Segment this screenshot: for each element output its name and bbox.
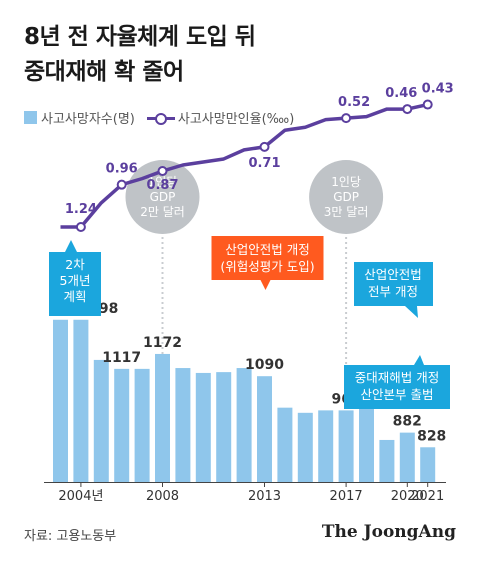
callout-label-0: 2차 5개년 계획 xyxy=(60,257,91,304)
callout-pointer-2 xyxy=(414,355,424,365)
rate-label-2006: 0.96 xyxy=(106,162,138,177)
bar-2014 xyxy=(277,407,293,482)
bar-2015 xyxy=(297,412,313,482)
rate-marker-2004 xyxy=(75,222,86,232)
legend: 사고사망자수(명) 사고사망만인율(‱) xyxy=(24,108,294,127)
rate-label-2013: 0.71 xyxy=(248,156,280,171)
x-tick-label-2017: 2017 xyxy=(330,489,363,504)
legend-line-swatch xyxy=(146,111,175,125)
bar-2006 xyxy=(114,368,130,482)
x-tick-label-2004: 2004년 xyxy=(58,489,103,504)
bar-2012 xyxy=(236,368,252,482)
callout-box-0 xyxy=(49,252,101,316)
source-note: 자료: 고용노동부 xyxy=(24,529,117,544)
callout-pointer-0 xyxy=(65,240,77,252)
law-revision-pointer xyxy=(260,280,271,290)
bar-2009 xyxy=(175,368,191,482)
rate-marker-2013 xyxy=(259,141,270,152)
callout-label-1: 산업안전법 전부 개정 xyxy=(364,267,422,299)
bar-2011 xyxy=(216,372,232,482)
bar-label-2013: 1090 xyxy=(245,357,284,373)
x-tick-label-2021: 2021 xyxy=(411,489,444,504)
gdp-bubble-label: 1인당 GDP 3만 달러 xyxy=(324,175,369,219)
bar-2016 xyxy=(318,410,334,482)
legend-bar-label: 사고사망자수(명) xyxy=(41,112,135,127)
law-revision-box xyxy=(211,236,324,280)
rate-label-2020: 0.46 xyxy=(385,86,417,101)
rate-label-2008: 0.87 xyxy=(146,178,178,193)
x-tick-label-2013: 2013 xyxy=(248,489,281,504)
rate-marker-2006 xyxy=(116,179,127,190)
legend-bar-swatch xyxy=(24,111,37,124)
rate-marker-2021 xyxy=(422,99,433,110)
bar-2017 xyxy=(338,410,354,482)
rate-marker-2017 xyxy=(341,113,352,124)
callout-label-2: 중대재해법 개정 산안본부 출범 xyxy=(355,370,439,402)
bar-2021 xyxy=(420,447,436,482)
brand-logo: The JoongAng xyxy=(321,522,456,542)
chart-title: 8년 전 자율체계 도입 뒤 중대재해 확 줄어 xyxy=(24,24,256,85)
bar-2018 xyxy=(359,408,374,482)
gdp-bubble-label: 1인당 GDP 2만 달러 xyxy=(140,175,185,219)
rate-marker-2008 xyxy=(157,166,168,177)
bar-label-2008: 1172 xyxy=(143,335,182,351)
callout-box-2 xyxy=(344,365,450,409)
bar-2020 xyxy=(399,432,415,482)
bar-2003 xyxy=(53,319,68,482)
x-tick-label-2008: 2008 xyxy=(146,489,179,504)
rate-label-2021: 0.43 xyxy=(422,82,454,97)
rate-label-2004: 1.24 xyxy=(65,202,97,217)
law-revision-label: 산업안전법 개정 (위험성평가 도입) xyxy=(220,242,314,274)
callout-pointer-1 xyxy=(405,306,418,318)
bar-2004 xyxy=(73,319,89,482)
bar-2007 xyxy=(134,368,150,482)
legend-line-label: 사고사망만인율(‱) xyxy=(177,112,295,127)
bar-label-2006: 1117 xyxy=(102,350,141,366)
bar-label-2020: 882 xyxy=(393,414,422,430)
bar-label-2021: 828 xyxy=(417,428,446,444)
bar-2008 xyxy=(155,353,170,482)
gdp-bubble xyxy=(309,160,384,234)
bar-2005 xyxy=(93,359,109,482)
rate-marker-2020 xyxy=(402,104,413,115)
chart-canvas: 1인당 GDP 2만 달러 1인당 GDP 3만 달러 1.24 0.96 0.87 0.71 0.… xyxy=(44,82,454,504)
callout-box-1 xyxy=(354,262,433,306)
rate-label-2017: 0.52 xyxy=(338,95,370,110)
bar-2010 xyxy=(195,372,211,482)
bar-2013 xyxy=(257,376,272,482)
x-tick-label-2020: 2020 xyxy=(391,489,424,504)
bar-2019 xyxy=(379,439,395,482)
